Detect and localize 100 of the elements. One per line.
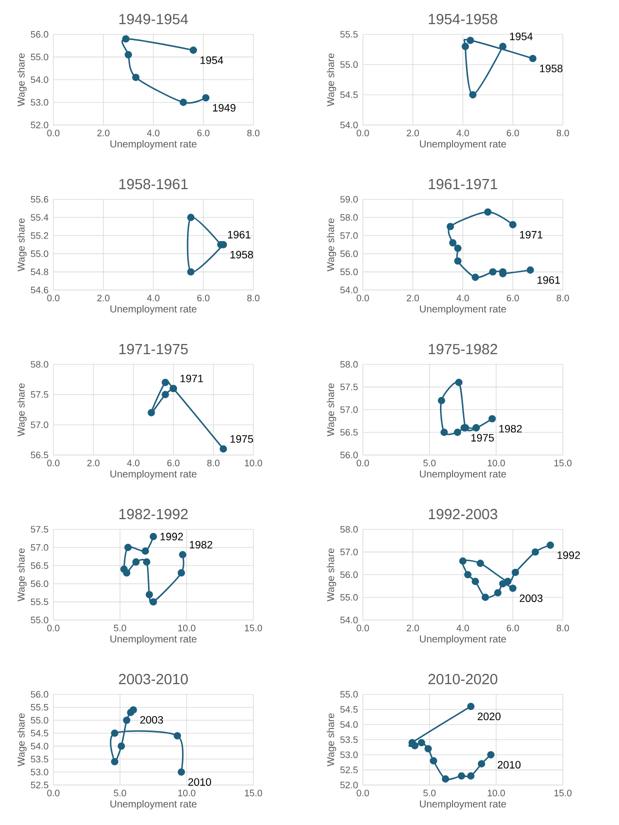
x-tick-label: 8.0 [247,130,260,136]
y-tick-label: 55.0 [30,616,48,624]
annotation: 1949 [213,104,236,112]
y-tick-label: 54.0 [30,76,48,83]
x-tick-label: 2.0 [406,624,419,632]
annotation: 1958 [540,64,562,72]
y-tick-label: 57.0 [340,548,358,556]
x-tick-label: 0.0 [47,624,60,632]
x-axis-title: Unemployment rate [420,305,506,314]
y-tick-label: 57.0 [340,232,358,239]
y-tick-label: 58.0 [340,361,358,368]
y-tick-label: 55.0 [340,268,358,276]
y-tick-label: 54.5 [30,730,48,736]
x-tick-label: 0.0 [47,294,60,302]
chart-title: 2010-2020 [428,674,498,684]
y-tick-label: 54.0 [340,286,358,294]
x-tick-label: 8.0 [556,294,569,302]
x-axis-title: Unemployment rate [420,635,506,644]
y-tick-label: 53.5 [340,736,358,743]
annotation: 1961 [228,230,250,238]
annotation: 1958 [230,250,253,258]
y-axis-title: Wage share [326,218,336,272]
y-axis-title: Wage share [326,53,336,106]
annotation: 1975 [230,435,254,443]
y-tick-label: 57.5 [30,391,48,398]
y-tick-label: 58.0 [30,361,48,368]
y-tick-label: 54.0 [340,616,358,624]
y-tick-label: 56.0 [340,250,358,258]
x-axis-title: Unemployment rate [110,140,197,150]
x-tick-label: 8.0 [207,460,220,466]
x-axis-title: Unemployment rate [420,140,506,150]
x-axis-title: Unemployment rate [110,800,197,810]
x-tick-label: 0.0 [47,130,60,136]
y-axis-title: Wage share [17,218,27,272]
annotation: 1971 [520,230,542,238]
y-tick-label: 56.5 [30,452,48,458]
y-axis-title: Wage share [326,713,336,766]
x-tick-label: 8.0 [556,130,569,136]
annotation: 1975 [471,434,494,442]
y-tick-label: 54.6 [30,286,48,294]
annotation: 1982 [499,424,522,433]
annotation: 2003 [140,716,163,724]
y-axis-title: Wage share [326,548,336,602]
x-tick-label: 4.0 [456,624,469,632]
x-tick-label: 6.0 [506,294,519,302]
annotation: 1954 [510,32,533,40]
x-tick-label: 0.0 [356,790,369,796]
y-tick-label: 54.0 [340,122,358,128]
y-tick-label: 59.0 [340,196,358,203]
annotation: 2010 [188,778,212,786]
chart-title: 1961-1971 [428,178,498,190]
y-tick-label: 55.0 [30,54,48,60]
x-tick-label: 6.0 [197,130,210,136]
annotation: 1982 [190,540,212,548]
y-tick-label: 53.0 [30,768,48,776]
y-tick-label: 52.5 [340,766,358,774]
y-tick-label: 57.0 [30,544,48,551]
x-tick-label: 5.0 [423,790,436,796]
y-tick-label: 56.0 [340,571,358,578]
annotation: 2010 [498,761,521,769]
y-tick-label: 55.6 [30,196,48,203]
annotation: 2003 [520,594,542,602]
y-tick-label: 58.0 [340,526,358,533]
chart-title: 2003-2010 [118,674,188,684]
y-tick-label: 54.8 [30,268,48,276]
chart-title: 1949-1954 [119,14,188,24]
y-tick-label: 55.5 [30,704,48,711]
y-tick-label: 53.5 [30,756,48,762]
x-axis-title: Unemployment rate [110,305,197,314]
x-axis-title: Unemployment rate [110,470,197,480]
y-tick-label: 54.0 [340,721,358,728]
chart-title: 1982-1992 [119,508,188,520]
y-tick-label: 55.5 [30,598,48,606]
y-tick-label: 55.0 [340,594,358,601]
x-tick-label: 4.0 [456,130,469,136]
y-tick-label: 55.5 [340,31,358,38]
y-tick-label: 53.0 [30,99,48,106]
x-tick-label: 15.0 [554,460,572,466]
x-tick-label: 15.0 [554,790,572,796]
x-tick-label: 6.0 [506,624,519,632]
x-tick-label: 5.0 [114,790,126,796]
y-tick-label: 55.0 [30,716,48,724]
annotation: 1992 [160,532,183,540]
x-tick-label: 4.0 [147,130,160,136]
x-tick-label: 10.0 [488,790,505,796]
chart-title: 1975-1982 [428,344,498,354]
annotation: 1961 [538,276,560,284]
y-tick-label: 55.0 [30,250,48,258]
x-tick-label: 5.0 [114,624,126,632]
y-tick-label: 56.5 [30,562,48,569]
y-tick-label: 56.0 [30,691,48,698]
annotation: 2020 [478,712,501,720]
x-tick-label: 10.0 [178,624,196,632]
y-axis-title: Wage share [17,53,27,106]
y-tick-label: 57.5 [30,526,48,533]
x-tick-label: 6.0 [506,130,519,136]
x-tick-label: 8.0 [247,294,260,302]
x-tick-label: 0.0 [356,130,369,136]
y-tick-label: 54.5 [340,92,358,98]
y-tick-label: 52.0 [30,122,48,128]
